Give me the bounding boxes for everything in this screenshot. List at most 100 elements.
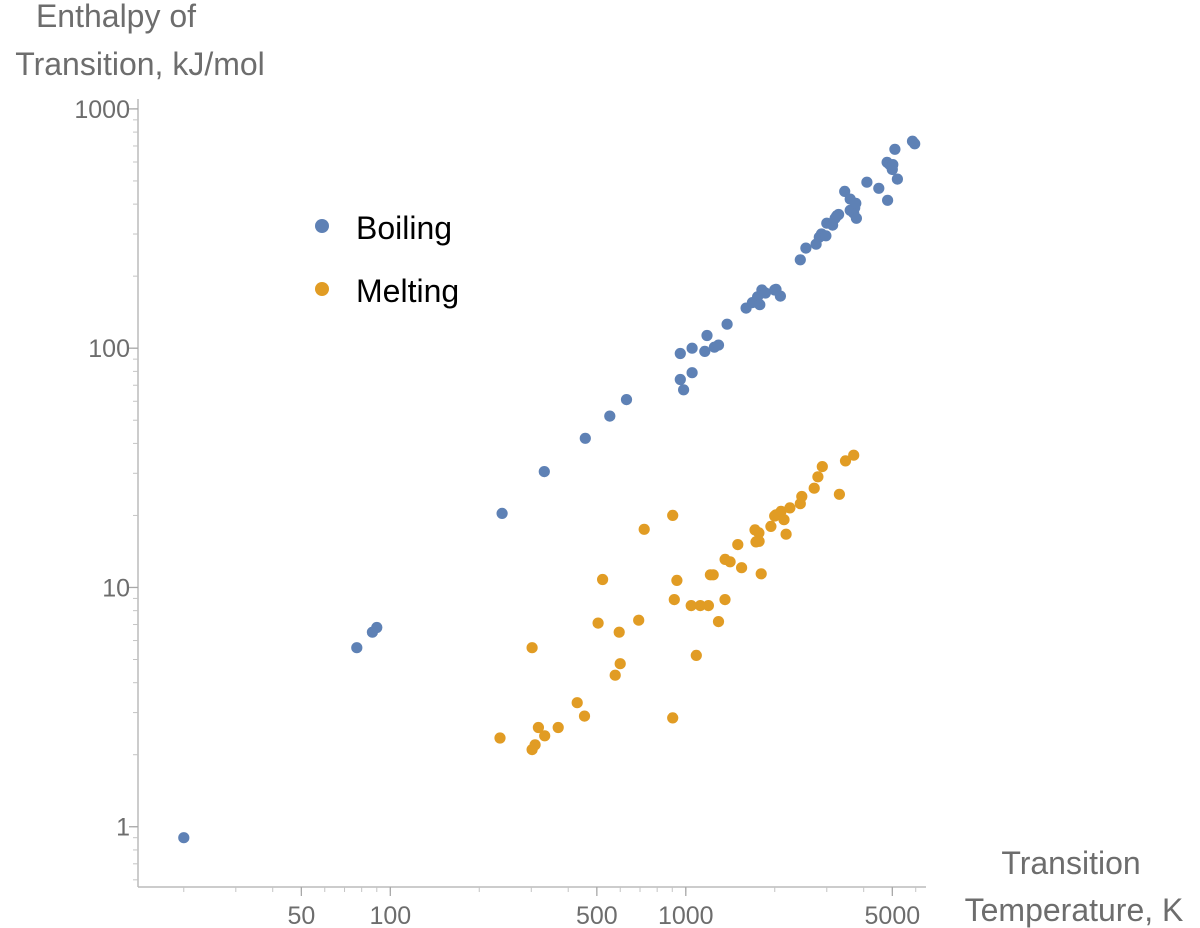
- data-point-boiling: [850, 197, 862, 209]
- axes: [137, 99, 926, 888]
- data-point-melting: [848, 449, 860, 461]
- x-tick-label: 100: [369, 902, 411, 928]
- data-point-melting: [839, 455, 852, 467]
- data-point-melting: [816, 461, 828, 473]
- data-point-melting: [690, 649, 702, 662]
- x-tick-label: 500: [576, 902, 618, 928]
- tick-labels: 50 100 500 1000 5000 1 10 100 1000: [74, 96, 920, 928]
- legend: Boiling Melting: [315, 210, 459, 309]
- data-point-melting: [753, 535, 765, 547]
- data-point-melting: [833, 488, 846, 500]
- data-point-melting: [532, 721, 545, 734]
- data-point-melting: [812, 471, 824, 483]
- data-point-boiling: [712, 339, 725, 351]
- data-point-melting: [808, 482, 820, 494]
- data-point-melting: [685, 600, 697, 612]
- data-point-boiling: [371, 621, 383, 634]
- data-point-melting: [765, 520, 777, 533]
- data-point-boiling: [351, 642, 363, 654]
- data-point-melting: [755, 568, 767, 580]
- data-point-boiling: [873, 182, 885, 194]
- data-point-boiling: [861, 176, 873, 188]
- data-point-melting: [724, 556, 736, 568]
- data-point-boiling: [538, 466, 550, 478]
- x-axis-title: Transition Temperature, K: [965, 845, 1184, 928]
- y-axis-title-line-1: Enthalpy of: [36, 0, 196, 34]
- data-point-melting: [694, 600, 706, 612]
- data-point-melting: [784, 502, 796, 514]
- data-point-boiling: [774, 290, 787, 302]
- data-point-boiling: [882, 194, 894, 206]
- data-point-melting: [597, 573, 609, 586]
- data-point-melting: [552, 721, 564, 734]
- data-point-boiling: [496, 507, 508, 519]
- data-point-boiling: [794, 254, 806, 266]
- major-ticks: [129, 108, 893, 896]
- data-point-boiling: [887, 159, 899, 171]
- data-point-melting: [668, 594, 680, 606]
- data-point-melting: [712, 616, 725, 628]
- data-point-melting: [780, 528, 792, 540]
- data-point-boiling: [699, 345, 711, 357]
- data-point-melting: [592, 617, 604, 629]
- data-point-boiling: [686, 367, 698, 379]
- data-point-melting: [633, 614, 645, 626]
- data-point-boiling: [604, 410, 616, 422]
- data-point-melting: [614, 658, 626, 670]
- data-point-melting: [796, 490, 808, 503]
- data-point-melting: [539, 730, 551, 742]
- data-point-melting: [702, 600, 715, 612]
- y-tick-label: 1: [116, 814, 130, 842]
- y-tick-label: 1000: [74, 96, 130, 124]
- data-point-melting: [778, 514, 790, 526]
- data-point-melting: [753, 527, 765, 539]
- data-point-melting: [609, 669, 621, 681]
- x-tick-label: 1000: [658, 902, 714, 928]
- y-tick-label: 10: [102, 574, 130, 602]
- data-point-melting: [667, 712, 679, 724]
- data-point-boiling: [891, 173, 904, 185]
- data-point-melting: [667, 509, 679, 521]
- data-points: [178, 135, 921, 844]
- legend-marker-boiling: [315, 219, 329, 233]
- data-point-melting: [571, 697, 583, 709]
- data-point-boiling: [800, 242, 812, 254]
- data-point-boiling: [820, 230, 832, 242]
- data-point-boiling: [754, 299, 766, 311]
- data-point-melting: [529, 739, 541, 751]
- data-point-boiling: [674, 373, 686, 386]
- x-tick-label: 5000: [865, 902, 921, 928]
- data-point-boiling: [850, 212, 863, 224]
- data-point-boiling: [620, 394, 633, 406]
- data-point-melting: [707, 569, 719, 581]
- data-point-boiling: [678, 384, 690, 396]
- data-point-melting: [613, 626, 625, 638]
- data-point-boiling: [889, 143, 901, 155]
- data-point-melting: [578, 710, 591, 722]
- data-point-boiling: [701, 329, 713, 342]
- y-tick-label: 100: [88, 335, 130, 363]
- legend-marker-melting: [315, 282, 329, 296]
- data-point-boiling: [579, 432, 591, 444]
- y-axis-title: Enthalpy of Transition, kJ/mol: [15, 0, 265, 82]
- x-axis-title-line-1: Transition: [1001, 845, 1140, 881]
- x-axis-title-line-2: Temperature, K: [965, 892, 1184, 928]
- data-point-melting: [671, 574, 683, 587]
- data-point-melting: [638, 523, 650, 535]
- data-point-melting: [494, 732, 506, 744]
- data-point-boiling: [833, 208, 845, 221]
- data-point-boiling: [909, 138, 921, 150]
- data-point-boiling: [674, 347, 686, 360]
- legend-label-boiling: Boiling: [356, 210, 452, 246]
- data-point-boiling: [178, 832, 190, 844]
- data-point-melting: [736, 562, 748, 574]
- legend-label-melting: Melting: [356, 273, 459, 309]
- data-point-boiling: [686, 342, 698, 354]
- data-point-boiling: [759, 287, 772, 299]
- y-axis-title-line-2: Transition, kJ/mol: [15, 46, 265, 82]
- data-point-boiling: [721, 318, 733, 330]
- data-point-melting: [526, 642, 538, 654]
- data-point-melting: [732, 539, 744, 551]
- x-tick-label: 50: [287, 902, 315, 928]
